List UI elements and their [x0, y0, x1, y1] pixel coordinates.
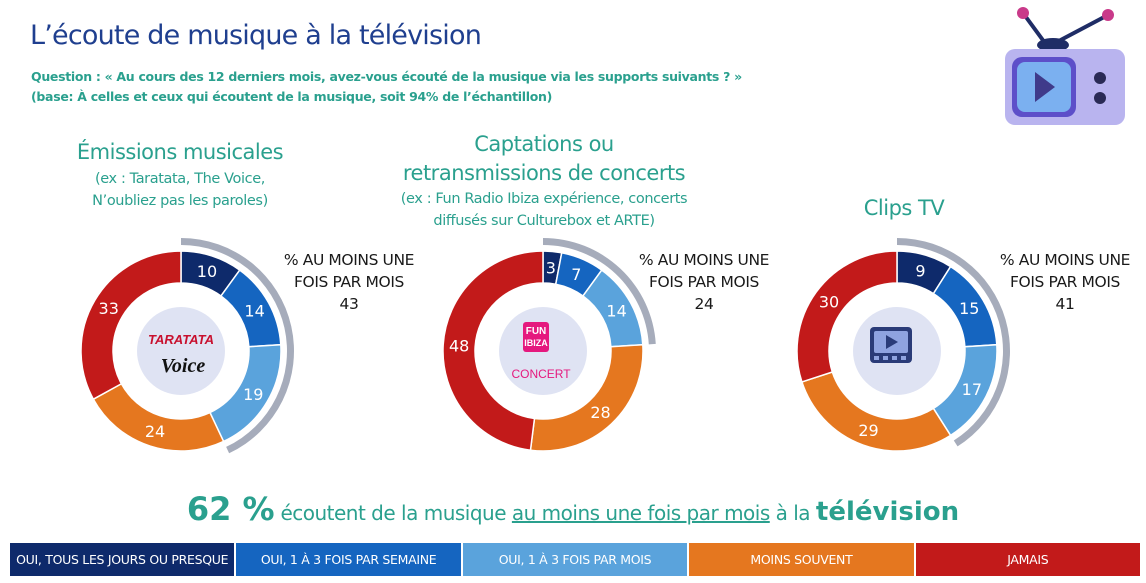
slice-value-label: 14 — [606, 302, 626, 321]
taratata-logo-text: TARATATA — [148, 332, 214, 347]
donut-slice — [442, 250, 544, 452]
summary-percent: 62 % — [186, 490, 275, 528]
donut-chart-2: 3 7 14 28 48 — [442, 238, 656, 452]
fun-ibiza-concert-logo: FUN IBIZA CONCERT — [511, 322, 571, 381]
chart-2-kpi-label-2: FOIS PAR MOIS — [649, 273, 759, 291]
slice-value-label: 10 — [197, 262, 217, 281]
legend-label-less-often: MOINS SOUVENT — [750, 552, 853, 567]
page-title: L’écoute de musique à la télévision — [30, 20, 482, 51]
chart-1-subtitle: (ex : Taratata, The Voice, N’oubliez pas… — [40, 168, 320, 212]
concert-logo-text: CONCERT — [511, 367, 571, 381]
slice-value-label: 7 — [571, 265, 581, 284]
chart-2-kpi-value: 24 — [694, 295, 714, 313]
legend-item-less-often: MOINS SOUVENT — [689, 543, 916, 576]
taratata-voice-logo: TARATATA Voice — [148, 332, 214, 377]
summary-text-2: au moins une fois par mois — [511, 501, 770, 525]
question-line-2: (base: À celles et ceux qui écoutent de … — [31, 89, 553, 104]
chart-3-kpi-label-1: % AU MOINS UNE — [999, 251, 1131, 269]
chart-1-kpi-value: 43 — [339, 295, 359, 313]
tv-illustration — [1005, 7, 1125, 125]
chart-1-subtitle-line-1: (ex : Taratata, The Voice, — [95, 171, 265, 187]
chart-2-title-line-2: retransmissions de concerts — [402, 161, 686, 185]
question-line-1: Question : « Au cours des 12 derniers mo… — [31, 69, 742, 84]
summary-line: 62 % écoutent de la musique au moins une… — [0, 490, 1146, 528]
monthly-bracket-arc — [543, 238, 656, 345]
donut-slice — [92, 382, 225, 452]
donut-center — [137, 307, 225, 395]
legend-label-monthly: OUI, 1 À 3 FOIS PAR MOIS — [498, 552, 652, 567]
video-clip-icon — [870, 327, 912, 363]
summary-text-4: télévision — [815, 497, 960, 527]
chart-3-kpi-label-2: FOIS PAR MOIS — [1010, 273, 1120, 291]
slice-value-label: 9 — [915, 261, 925, 280]
slice-value-label: 30 — [819, 293, 839, 312]
chart-2-subtitle-line-1: (ex : Fun Radio Ibiza expérience, concer… — [400, 191, 688, 207]
chart-2-kpi: % AU MOINS UNE FOIS PAR MOIS 24 — [638, 249, 770, 315]
donut-chart-1: 10 14 19 24 33 — [80, 238, 294, 454]
chart-2-title: Captations ou retransmissions de concert… — [374, 130, 714, 188]
legend-item-daily: OUI, TOUS LES JOURS OU PRESQUE — [10, 543, 237, 576]
legend: OUI, TOUS LES JOURS OU PRESQUE OUI, 1 À … — [10, 543, 1141, 576]
slice-value-label: 19 — [243, 385, 263, 404]
chart-1-kpi-label-2: FOIS PAR MOIS — [294, 273, 404, 291]
donut-slice — [80, 250, 182, 401]
slice-value-label: 28 — [590, 403, 610, 422]
summary-text-1: écoutent de la musique — [274, 501, 512, 525]
slice-value-label: 15 — [959, 299, 979, 318]
legend-item-never: JAMAIS — [915, 543, 1141, 576]
chart-1-subtitle-line-2: N’oubliez pas les paroles) — [92, 193, 268, 209]
legend-label-never: JAMAIS — [1007, 552, 1049, 567]
legend-label-daily: OUI, TOUS LES JOURS OU PRESQUE — [16, 552, 229, 567]
chart-2-title-line-1: Captations ou — [474, 132, 614, 156]
fun-logo-text: FUN — [526, 326, 547, 337]
chart-2-subtitle-line-2: diffusés sur Culturebox et ARTE) — [433, 213, 655, 229]
question-text: Question : « Au cours des 12 derniers mo… — [31, 67, 742, 107]
chart-3-kpi: % AU MOINS UNE FOIS PAR MOIS 41 — [999, 249, 1131, 315]
chart-1-title: Émissions musicales — [76, 140, 284, 164]
chart-3-title: Clips TV — [863, 196, 945, 220]
donut-slice — [796, 250, 898, 383]
chart-1-kpi: % AU MOINS UNE FOIS PAR MOIS 43 — [283, 249, 415, 315]
chart-3-kpi-value: 41 — [1055, 295, 1075, 313]
legend-label-weekly: OUI, 1 À 3 FOIS PAR SEMAINE — [260, 552, 437, 567]
chart-1-kpi-label-1: % AU MOINS UNE — [283, 251, 415, 269]
slice-value-label: 14 — [244, 302, 264, 321]
slice-value-label: 24 — [145, 422, 165, 441]
slice-value-label: 3 — [546, 258, 556, 277]
fun-ibiza-badge — [523, 322, 549, 352]
legend-item-monthly: OUI, 1 À 3 FOIS PAR MOIS — [462, 543, 690, 576]
donut-chart-3: 9 15 17 29 30 — [796, 238, 1010, 452]
slice-value-label: 33 — [99, 299, 119, 318]
ibiza-logo-text: IBIZA — [524, 338, 548, 348]
slice-value-label: 48 — [449, 337, 469, 356]
chart-2-subtitle: (ex : Fun Radio Ibiza expérience, concer… — [374, 188, 714, 232]
legend-item-weekly: OUI, 1 À 3 FOIS PAR SEMAINE — [236, 543, 463, 576]
chart-2-kpi-label-1: % AU MOINS UNE — [638, 251, 770, 269]
slice-value-label: 29 — [858, 421, 878, 440]
slice-value-label: 17 — [962, 380, 982, 399]
summary-text-3: à la — [769, 501, 816, 525]
voice-logo-text: Voice — [161, 355, 206, 377]
